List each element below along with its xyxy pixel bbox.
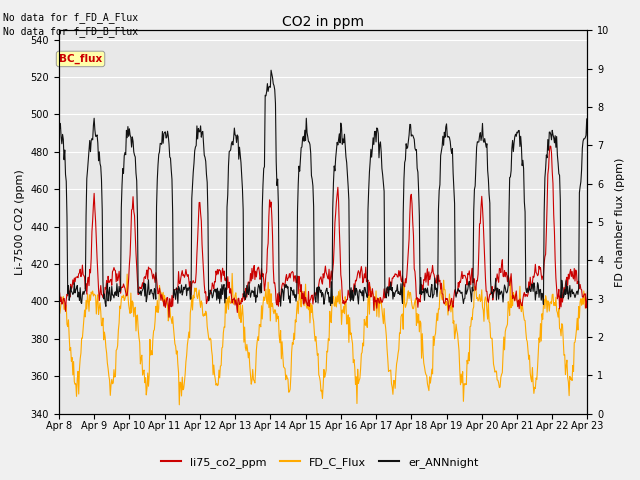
Title: CO2 in ppm: CO2 in ppm [282,15,364,29]
Y-axis label: Li-7500 CO2 (ppm): Li-7500 CO2 (ppm) [15,169,25,275]
Legend: li75_co2_ppm, FD_C_Flux, er_ANNnight: li75_co2_ppm, FD_C_Flux, er_ANNnight [157,452,483,472]
Text: No data for f_FD_B_Flux: No data for f_FD_B_Flux [3,26,138,37]
Text: No data for f_FD_A_Flux: No data for f_FD_A_Flux [3,12,138,23]
Text: BC_flux: BC_flux [59,54,102,64]
Y-axis label: FD chamber flux (ppm): FD chamber flux (ppm) [615,157,625,287]
